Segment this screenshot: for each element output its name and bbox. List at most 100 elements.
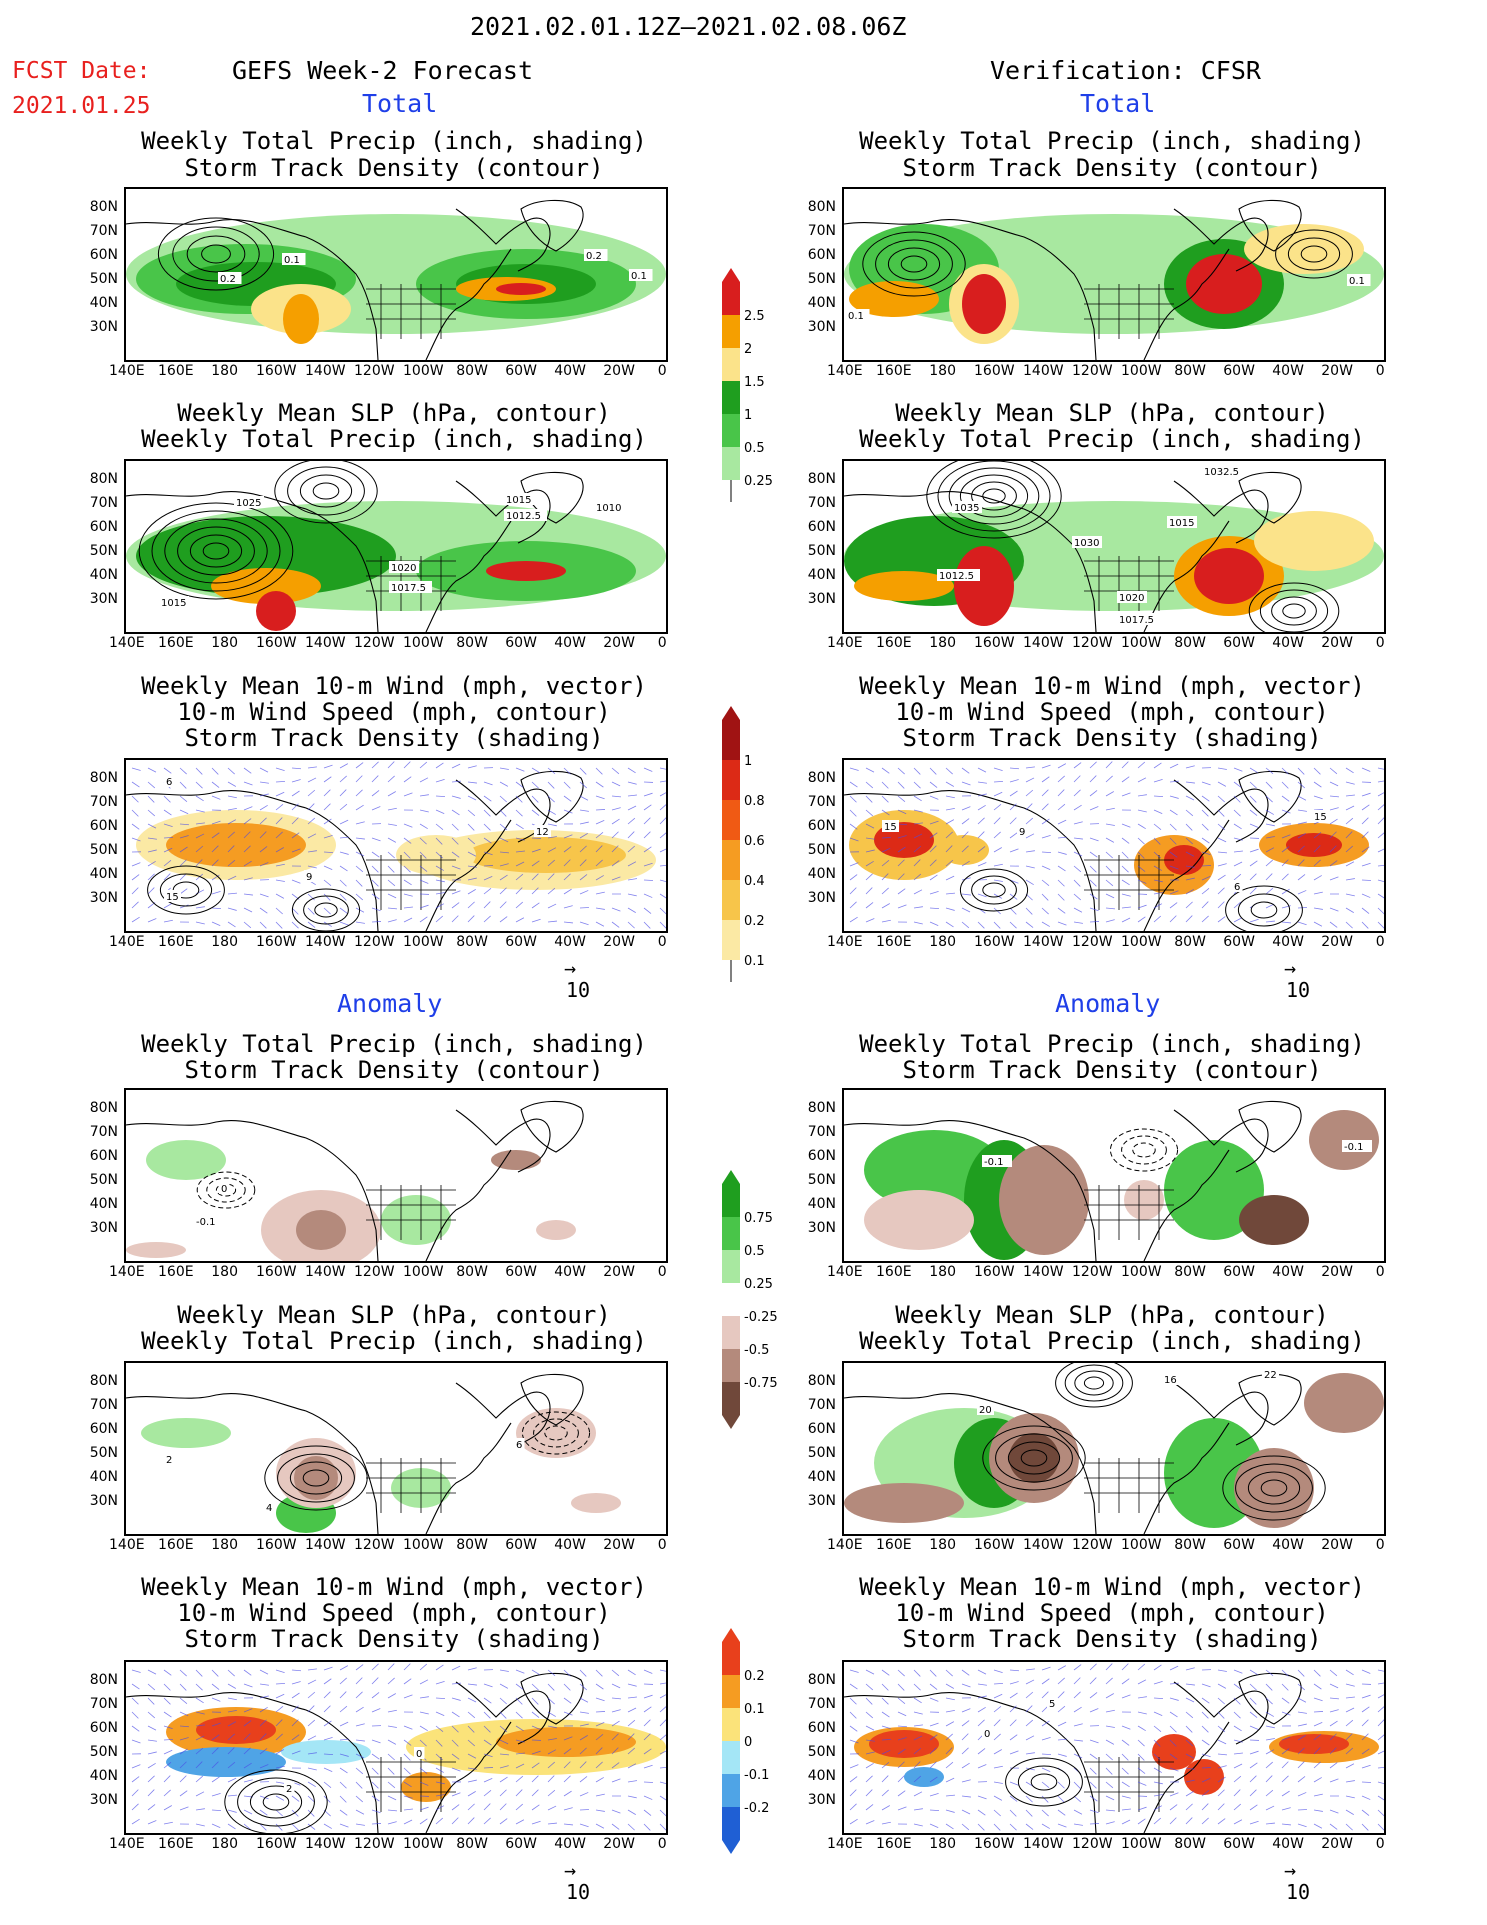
lat-tick-label: 40N: [807, 866, 836, 882]
colorbar-tick-label: 0.6: [744, 834, 765, 849]
map-fc-precip-anom: 0 -0.1: [124, 1088, 668, 1263]
contour-label: 15: [884, 822, 897, 833]
lat-tick-label: 70N: [89, 223, 118, 239]
anomaly-label-right: Anomaly: [1055, 989, 1161, 1018]
vector-ref-value: 10: [1286, 1880, 1311, 1904]
lon-tick-label: 0: [657, 1264, 667, 1280]
lon-tick-label: 0: [657, 635, 667, 651]
lat-tick-label: 60N: [807, 1421, 836, 1437]
lon-tick-label: 140W: [1023, 1537, 1064, 1553]
lon-tick-label: 60W: [1223, 1537, 1255, 1553]
vector-ref-arrow: →: [1284, 1858, 1297, 1882]
lon-tick-label: 20W: [603, 1537, 635, 1553]
lon-tick-label: 140W: [1023, 934, 1064, 950]
lon-tick-label: 160W: [256, 635, 297, 651]
lat-tick-label: 40N: [89, 295, 118, 311]
lat-tick-label: 30N: [807, 1493, 836, 1509]
lat-tick-label: 70N: [89, 794, 118, 810]
lat-tick-label: 70N: [807, 794, 836, 810]
lon-tick-label: 60W: [505, 1537, 537, 1553]
panel-title: Weekly Mean SLP (hPa, contour): [895, 1301, 1329, 1329]
contour-label: 1012.5: [506, 511, 541, 522]
lon-tick-label: 20W: [1321, 1537, 1353, 1553]
panel-title: Storm Track Density (shading): [902, 724, 1322, 752]
lat-tick-label: 80N: [807, 1373, 836, 1389]
lon-tick-label: 140W: [305, 934, 346, 950]
lon-tick-label: 140E: [827, 934, 863, 950]
lat-tick-label: 50N: [807, 842, 836, 858]
contour-label: 1020: [391, 563, 416, 574]
lon-tick-label: 120W: [1072, 363, 1113, 379]
lon-tick-label: 0: [657, 1537, 667, 1553]
map-vf-slp-total: 1032.5 1035 1015 1030 1012.5 1020 1017.5: [842, 459, 1386, 634]
lon-tick-label: 140W: [1023, 363, 1064, 379]
panel-title: Weekly Total Precip (inch, shading): [859, 425, 1365, 453]
lon-tick-label: 140W: [1023, 635, 1064, 651]
lon-tick-label: 40W: [554, 1264, 586, 1280]
lon-tick-label: 40W: [1272, 1264, 1304, 1280]
lon-tick-label: 60W: [1223, 635, 1255, 651]
lon-tick-label: 160E: [158, 934, 194, 950]
lat-tick-label: 80N: [807, 1100, 836, 1116]
lon-tick-label: 160E: [158, 363, 194, 379]
lat-tick-label: 70N: [89, 1397, 118, 1413]
panel-title: 10-m Wind Speed (mph, contour): [895, 1599, 1329, 1627]
contour-label: 1010: [596, 503, 621, 514]
lon-tick-label: 160E: [876, 635, 912, 651]
lon-tick-label: 120W: [354, 363, 395, 379]
contour-label: 0.2: [220, 274, 236, 285]
contour-label: 0: [984, 1729, 990, 1740]
lon-tick-label: 100W: [1121, 1836, 1162, 1852]
colorbar-tick-label: 0.1: [744, 954, 765, 969]
map-canvas: 15 9 6 15: [844, 761, 1384, 931]
lon-tick-label: 20W: [1321, 934, 1353, 950]
lat-tick-label: 80N: [89, 471, 118, 487]
contour-label: 6: [166, 777, 172, 788]
lat-tick-label: 50N: [807, 1172, 836, 1188]
lat-tick-label: 50N: [89, 1445, 118, 1461]
contour-label: 0.1: [1349, 276, 1365, 287]
lon-tick-label: 140E: [109, 1537, 145, 1553]
lon-tick-label: 120W: [354, 1836, 395, 1852]
lon-tick-label: 140W: [305, 635, 346, 651]
lon-tick-label: 40W: [1272, 363, 1304, 379]
lon-tick-label: 100W: [1121, 363, 1162, 379]
lon-tick-label: 120W: [1072, 1264, 1113, 1280]
lon-tick-label: 100W: [403, 1836, 444, 1852]
lon-tick-label: 20W: [603, 934, 635, 950]
lat-tick-label: 50N: [89, 1744, 118, 1760]
lat-tick-label: 60N: [807, 519, 836, 535]
lon-tick-label: 160W: [974, 635, 1015, 651]
lon-tick-label: 0: [1375, 934, 1385, 950]
map-fc-precip-total: 0.2 0.1 0.2 0.1: [124, 187, 668, 362]
lon-tick-label: 80W: [456, 1836, 488, 1852]
lat-tick-label: 30N: [89, 591, 118, 607]
lat-tick-label: 30N: [89, 1792, 118, 1808]
lon-tick-label: 100W: [1121, 1537, 1162, 1553]
lat-tick-label: 70N: [807, 1397, 836, 1413]
contour-label: 0: [221, 1184, 227, 1195]
lat-tick-label: 30N: [807, 1792, 836, 1808]
map-canvas: 0 -0.1: [126, 1100, 584, 1261]
lon-tick-label: 140E: [109, 1836, 145, 1852]
lon-tick-label: 160W: [256, 934, 297, 950]
lon-tick-label: 20W: [1321, 1836, 1353, 1852]
colorbar-tick-label: 0.75: [744, 1211, 773, 1226]
lon-tick-label: 100W: [403, 934, 444, 950]
map-canvas: -0.1 -0.1: [844, 1100, 1379, 1261]
lon-tick-label: 40W: [1272, 1537, 1304, 1553]
lat-tick-label: 40N: [807, 1196, 836, 1212]
lon-tick-label: 180: [929, 635, 956, 651]
panel-title: Weekly Total Precip (inch, shading): [141, 1327, 647, 1355]
lon-tick-label: 40W: [554, 1537, 586, 1553]
lat-tick-label: 50N: [807, 1744, 836, 1760]
lon-tick-label: 60W: [1223, 934, 1255, 950]
contour-label: 5: [1049, 1699, 1055, 1710]
lat-tick-label: 70N: [89, 1696, 118, 1712]
lat-tick-label: 60N: [807, 247, 836, 263]
map-canvas: 2 4 6: [126, 1373, 621, 1534]
contour-label: 22: [1264, 1370, 1277, 1381]
panel-title: Storm Track Density (contour): [184, 1056, 604, 1084]
